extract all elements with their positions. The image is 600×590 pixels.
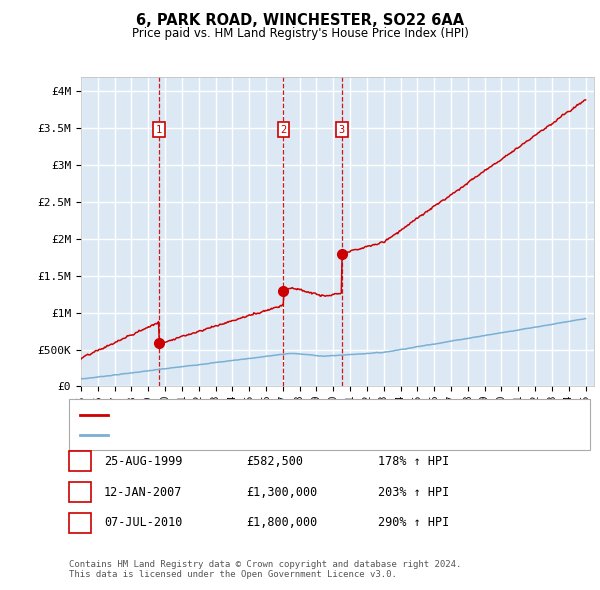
Text: 3: 3: [339, 125, 345, 135]
Text: 25-AUG-1999: 25-AUG-1999: [104, 455, 182, 468]
Text: 178% ↑ HPI: 178% ↑ HPI: [378, 455, 449, 468]
Text: 203% ↑ HPI: 203% ↑ HPI: [378, 486, 449, 499]
Text: £1,800,000: £1,800,000: [246, 516, 317, 529]
Text: £1,300,000: £1,300,000: [246, 486, 317, 499]
Text: 1: 1: [77, 455, 83, 468]
Text: Price paid vs. HM Land Registry's House Price Index (HPI): Price paid vs. HM Land Registry's House …: [131, 27, 469, 40]
Text: 12-JAN-2007: 12-JAN-2007: [104, 486, 182, 499]
Text: 290% ↑ HPI: 290% ↑ HPI: [378, 516, 449, 529]
Text: HPI: Average price, detached house, Winchester: HPI: Average price, detached house, Winc…: [115, 430, 403, 440]
Text: 6, PARK ROAD, WINCHESTER, SO22 6AA: 6, PARK ROAD, WINCHESTER, SO22 6AA: [136, 13, 464, 28]
Text: £582,500: £582,500: [246, 455, 303, 468]
Text: 3: 3: [77, 516, 83, 529]
Text: 6, PARK ROAD, WINCHESTER, SO22 6AA (detached house): 6, PARK ROAD, WINCHESTER, SO22 6AA (deta…: [115, 410, 434, 419]
Text: 2: 2: [77, 486, 83, 499]
Text: 2: 2: [280, 125, 286, 135]
Text: 1: 1: [156, 125, 163, 135]
Text: Contains HM Land Registry data © Crown copyright and database right 2024.
This d: Contains HM Land Registry data © Crown c…: [69, 560, 461, 579]
Text: 07-JUL-2010: 07-JUL-2010: [104, 516, 182, 529]
